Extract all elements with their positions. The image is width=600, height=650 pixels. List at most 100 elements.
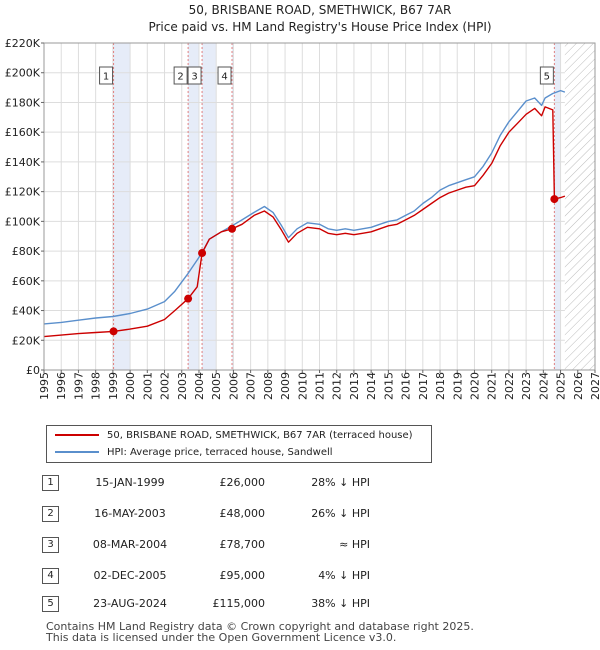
y-tick-label: £40K xyxy=(12,305,41,318)
sale-date: 08-MAR-2004 xyxy=(92,538,168,551)
sale-highlight-band xyxy=(188,43,199,370)
sale-row: 3 08-MAR-2004 £78,700 ≈ HPI xyxy=(0,537,600,555)
chart-subtitle: Price paid vs. HM Land Registry's House … xyxy=(148,20,491,34)
sale-number-badge: 3 xyxy=(42,537,59,553)
sale-number-badge: 2 xyxy=(42,506,59,522)
x-tick-label: 1999 xyxy=(107,372,120,400)
sale-price: £115,000 xyxy=(212,597,266,610)
x-tick-label: 2021 xyxy=(486,372,499,400)
sale-point xyxy=(198,249,207,258)
x-tick-label: 2008 xyxy=(262,372,275,400)
x-tick-label: 1996 xyxy=(55,372,68,400)
y-tick-label: £80K xyxy=(12,245,41,258)
legend-property-label: 50, BRISBANE ROAD, SMETHWICK, B67 7AR (t… xyxy=(107,429,413,441)
hpi-line xyxy=(43,89,566,325)
plot-area: 1 2 3 4 5£0£20K£40K£60K£80K£100K£120K£140K£1… xyxy=(5,37,600,400)
x-tick-label: 2013 xyxy=(348,372,361,400)
sale-row: 1 15-JAN-1999 £26,000 28% ↓ HPI xyxy=(0,475,600,493)
x-tick-label: 2005 xyxy=(210,372,223,400)
sale-label-number: 3 xyxy=(191,72,197,83)
x-tick-label: 2006 xyxy=(227,372,240,400)
chart-legend: 50, BRISBANE ROAD, SMETHWICK, B67 7AR (t… xyxy=(46,425,432,463)
y-tick-label: £120K xyxy=(5,186,41,199)
sale-point xyxy=(109,327,118,336)
x-tick-label: 2027 xyxy=(589,372,600,400)
x-tick-label: 2001 xyxy=(141,372,154,400)
footer-notice: Contains HM Land Registry data © Crown c… xyxy=(46,621,474,643)
y-tick-label: £220K xyxy=(5,37,41,50)
x-tick-label: 2014 xyxy=(365,372,378,400)
x-tick-label: 2026 xyxy=(572,372,585,400)
sale-date: 16-MAY-2003 xyxy=(94,507,166,520)
y-tick-label: £160K xyxy=(5,126,41,139)
x-tick-label: 2018 xyxy=(434,372,447,400)
x-tick-label: 1997 xyxy=(72,372,85,400)
sale-number-badge: 5 xyxy=(42,596,59,612)
sale-date: 02-DEC-2005 xyxy=(93,569,167,582)
sale-label-box xyxy=(173,66,188,85)
sale-label-box xyxy=(217,66,232,85)
x-tick-label: 2011 xyxy=(314,372,327,400)
chart-title: 50, BRISBANE ROAD, SMETHWICK, B67 7AR xyxy=(189,3,452,17)
x-tick-label: 2010 xyxy=(296,372,309,400)
sale-hpi-comparison: 26% ↓ HPI xyxy=(311,507,370,520)
sale-label-box xyxy=(539,66,554,85)
sale-label-number: 4 xyxy=(221,72,227,83)
x-tick-label: 2000 xyxy=(124,372,137,400)
footer-copyright: Contains HM Land Registry data © Crown c… xyxy=(46,620,474,633)
y-tick-label: £180K xyxy=(5,96,41,109)
future-region xyxy=(564,43,595,370)
sale-point xyxy=(184,294,193,303)
x-tick-label: 2009 xyxy=(279,372,292,400)
x-tick-label: 2022 xyxy=(503,372,516,400)
sale-row: 2 16-MAY-2003 £48,000 26% ↓ HPI xyxy=(0,506,600,524)
sale-price: £26,000 xyxy=(219,476,266,489)
sale-label-number: 1 xyxy=(103,72,109,83)
sale-date: 15-JAN-1999 xyxy=(95,476,165,489)
sale-point xyxy=(550,195,559,204)
property-line-swatch xyxy=(55,434,99,436)
sale-highlight-band xyxy=(113,43,131,370)
sale-label-number: 5 xyxy=(544,72,550,83)
sale-number-badge: 1 xyxy=(42,475,59,491)
sale-highlight-band xyxy=(202,43,217,370)
legend-item-hpi: HPI: Average price, terraced house, Sand… xyxy=(55,444,333,460)
x-tick-label: 2012 xyxy=(331,372,344,400)
sale-row: 5 23-AUG-2024 £115,000 38% ↓ HPI xyxy=(0,596,600,614)
x-tick-label: 2023 xyxy=(520,372,533,400)
sale-price: £78,700 xyxy=(219,538,266,551)
sale-highlight-band xyxy=(232,43,234,370)
x-tick-label: 2002 xyxy=(159,372,172,400)
y-tick-label: £20K xyxy=(12,334,41,347)
sale-price: £48,000 xyxy=(219,507,266,520)
x-tick-label: 1998 xyxy=(90,372,103,400)
y-tick-label: £60K xyxy=(12,275,41,288)
sale-label-box xyxy=(187,66,202,85)
y-tick-label: £0 xyxy=(26,364,40,377)
x-tick-label: 1995 xyxy=(38,372,51,400)
sale-row: 4 02-DEC-2005 £95,000 4% ↓ HPI xyxy=(0,568,600,586)
x-tick-label: 2020 xyxy=(468,372,481,400)
x-tick-label: 2016 xyxy=(400,372,413,400)
y-tick-label: £140K xyxy=(5,156,41,169)
y-tick-label: £200K xyxy=(5,67,41,80)
x-tick-label: 2003 xyxy=(176,372,189,400)
footer-licence: This data is licensed under the Open Gov… xyxy=(46,631,397,644)
x-tick-label: 2015 xyxy=(382,372,395,400)
legend-hpi-label: HPI: Average price, terraced house, Sand… xyxy=(107,446,333,458)
x-tick-label: 2004 xyxy=(193,372,206,400)
x-tick-label: 2017 xyxy=(417,372,430,400)
x-tick-label: 2007 xyxy=(245,372,258,400)
x-tick-label: 2024 xyxy=(537,372,550,400)
sale-point xyxy=(228,224,237,233)
y-tick-label: £100K xyxy=(5,215,41,228)
x-tick-label: 2025 xyxy=(555,372,568,400)
x-tick-label: 2019 xyxy=(451,372,464,400)
price-chart: 50, BRISBANE ROAD, SMETHWICK, B67 7AR Pr… xyxy=(5,3,600,400)
sale-hpi-comparison: 28% ↓ HPI xyxy=(311,476,370,489)
hpi-line-swatch xyxy=(55,451,99,453)
sale-hpi-comparison: 38% ↓ HPI xyxy=(311,597,370,610)
legend-item-property: 50, BRISBANE ROAD, SMETHWICK, B67 7AR (t… xyxy=(55,427,413,443)
sale-price: £95,000 xyxy=(219,569,266,582)
sale-number-badge: 4 xyxy=(42,568,59,584)
